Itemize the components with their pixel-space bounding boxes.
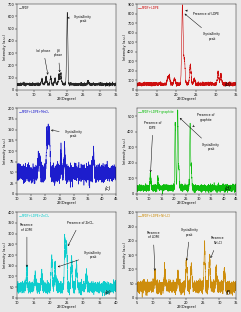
Y-axis label: Intensity (a.u.): Intensity (a.u.) — [123, 138, 127, 164]
Text: Crystallinity
peak: Crystallinity peak — [51, 129, 83, 138]
Legend: PVDF+LDPE+graphite: PVDF+LDPE+graphite — [138, 109, 175, 115]
Y-axis label: Intensity (a.u.): Intensity (a.u.) — [3, 138, 7, 164]
X-axis label: 2θ(Degree): 2θ(Degree) — [57, 97, 77, 101]
Legend: PVDF+LDPE+MnO₂: PVDF+LDPE+MnO₂ — [18, 109, 50, 115]
Legend: PVDF+LDPE+ZnCl₂: PVDF+LDPE+ZnCl₂ — [18, 213, 50, 218]
Y-axis label: Intensity (a.u.): Intensity (a.u.) — [3, 242, 7, 268]
Text: (α) phase: (α) phase — [36, 49, 51, 74]
Legend: PVDF: PVDF — [18, 5, 30, 10]
Text: (β)
phase: (β) phase — [54, 49, 63, 72]
Text: (e): (e) — [104, 290, 111, 295]
X-axis label: 2θ(Degree): 2θ(Degree) — [57, 201, 77, 205]
Text: (f): (f) — [226, 290, 231, 295]
Text: (a): (a) — [104, 82, 111, 87]
Text: (c): (c) — [105, 186, 111, 191]
Text: (d): (d) — [224, 186, 231, 191]
Y-axis label: Intensity (a.u.): Intensity (a.u.) — [123, 34, 127, 60]
Y-axis label: Intensity (a.u.): Intensity (a.u.) — [3, 34, 7, 60]
Text: Presence
of LDPE: Presence of LDPE — [147, 231, 160, 270]
Text: Presence of
LDPE: Presence of LDPE — [144, 121, 162, 172]
Text: Crystallinity
peak: Crystallinity peak — [180, 118, 220, 151]
Text: Presence of ZnCl₂: Presence of ZnCl₂ — [67, 221, 93, 246]
Text: Crystallinity
peak: Crystallinity peak — [58, 251, 102, 267]
X-axis label: 2θ(Degree): 2θ(Degree) — [57, 305, 77, 309]
Text: Presence
of LDPE: Presence of LDPE — [20, 223, 34, 267]
X-axis label: 2θ(Degree): 2θ(Degree) — [176, 305, 196, 309]
Text: Presence of LDPE: Presence of LDPE — [186, 10, 219, 16]
Legend: PVDF+LDPE+NH₄Cl: PVDF+LDPE+NH₄Cl — [138, 213, 171, 218]
Legend: PVDF+LDPE: PVDF+LDPE — [138, 5, 160, 10]
Text: (b): (b) — [224, 82, 231, 87]
X-axis label: 2θ(Degree): 2θ(Degree) — [176, 201, 196, 205]
Y-axis label: Intensity (a.u.): Intensity (a.u.) — [123, 242, 127, 268]
Text: Crystallinity
peak: Crystallinity peak — [181, 228, 199, 260]
Text: Crystallinity
peak: Crystallinity peak — [68, 15, 92, 23]
Text: Presence of
graphite: Presence of graphite — [193, 113, 215, 127]
Text: Presence
NH₄Cl: Presence NH₄Cl — [211, 236, 225, 258]
X-axis label: 2θ(Degree): 2θ(Degree) — [176, 97, 196, 101]
Text: Crystallinity
peak: Crystallinity peak — [185, 14, 221, 41]
